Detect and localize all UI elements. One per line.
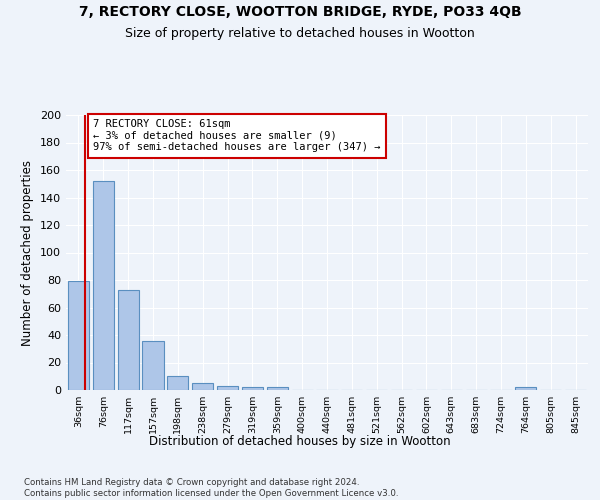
Y-axis label: Number of detached properties: Number of detached properties <box>22 160 34 346</box>
Bar <box>167 376 188 390</box>
Bar <box>217 386 238 390</box>
Bar <box>118 290 139 390</box>
Text: 7 RECTORY CLOSE: 61sqm
← 3% of detached houses are smaller (9)
97% of semi-detac: 7 RECTORY CLOSE: 61sqm ← 3% of detached … <box>94 119 381 152</box>
Bar <box>267 387 288 390</box>
Text: Size of property relative to detached houses in Wootton: Size of property relative to detached ho… <box>125 28 475 40</box>
Bar <box>93 181 114 390</box>
Bar <box>242 387 263 390</box>
Text: Contains HM Land Registry data © Crown copyright and database right 2024.
Contai: Contains HM Land Registry data © Crown c… <box>24 478 398 498</box>
Bar <box>515 387 536 390</box>
Bar <box>68 282 89 390</box>
Text: Distribution of detached houses by size in Wootton: Distribution of detached houses by size … <box>149 435 451 448</box>
Text: 7, RECTORY CLOSE, WOOTTON BRIDGE, RYDE, PO33 4QB: 7, RECTORY CLOSE, WOOTTON BRIDGE, RYDE, … <box>79 5 521 19</box>
Bar <box>192 383 213 390</box>
Bar <box>142 340 164 390</box>
